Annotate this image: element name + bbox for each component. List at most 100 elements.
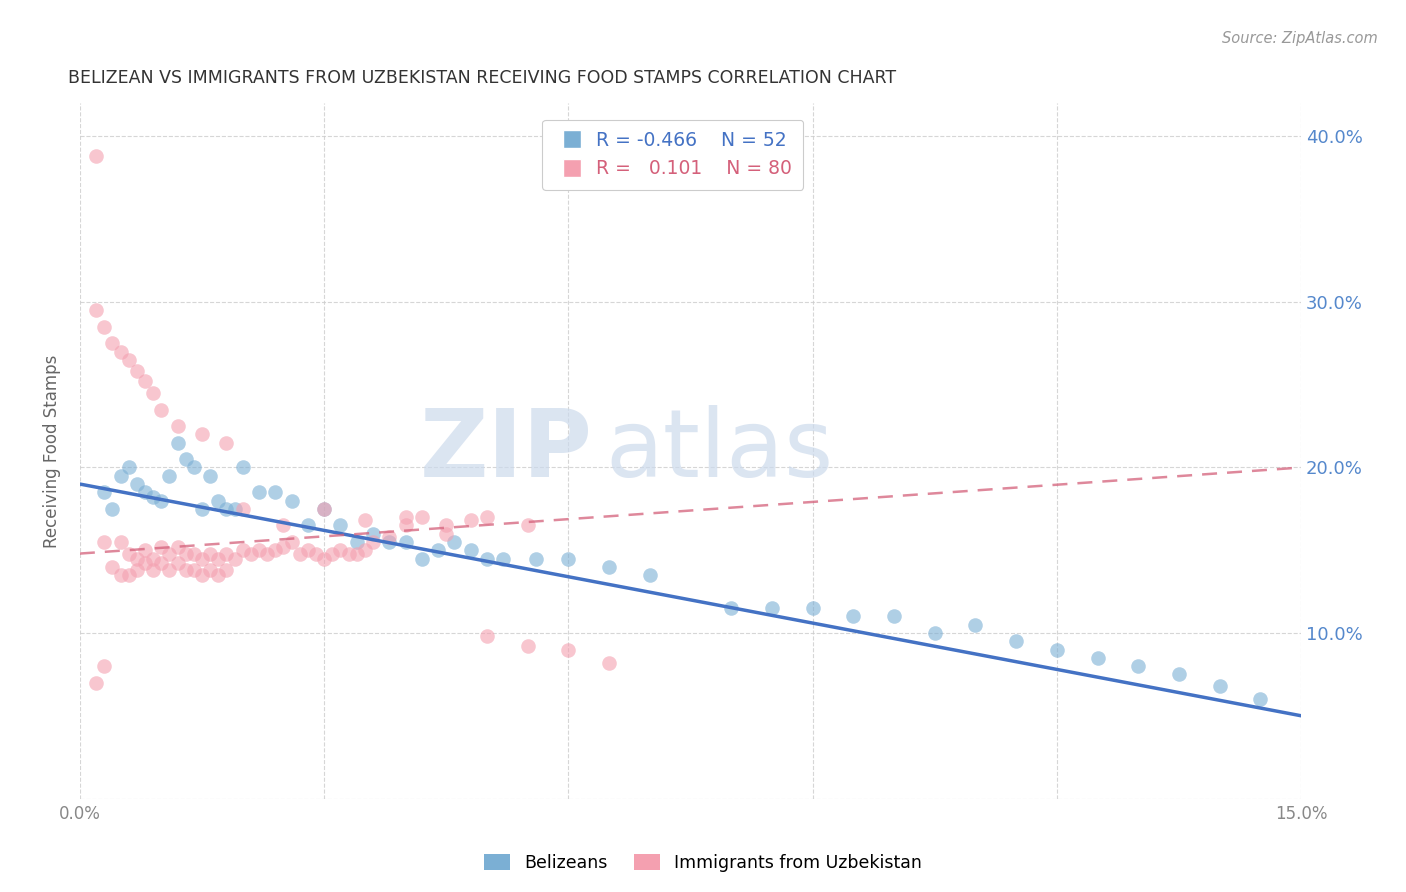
Point <box>159 468 181 483</box>
Point <box>150 557 173 571</box>
Point <box>198 563 221 577</box>
Point <box>101 336 124 351</box>
Point <box>247 485 270 500</box>
Point <box>159 547 181 561</box>
Point <box>174 547 197 561</box>
Point <box>142 386 165 401</box>
Point <box>475 629 498 643</box>
Point <box>159 563 181 577</box>
Text: Source: ZipAtlas.com: Source: ZipAtlas.com <box>1222 31 1378 46</box>
Legend: R = -0.466    N = 52, R =   0.101    N = 80: R = -0.466 N = 52, R = 0.101 N = 80 <box>541 120 803 190</box>
Point <box>346 547 368 561</box>
Point <box>215 501 238 516</box>
Point <box>516 518 538 533</box>
Point <box>394 510 416 524</box>
Point <box>394 518 416 533</box>
Point <box>883 609 905 624</box>
Point <box>150 493 173 508</box>
Point <box>110 535 132 549</box>
Point <box>125 364 148 378</box>
Point <box>337 547 360 561</box>
Point <box>84 303 107 318</box>
Point <box>150 402 173 417</box>
Point <box>191 551 214 566</box>
Point <box>198 468 221 483</box>
Point <box>93 485 115 500</box>
Point <box>1209 679 1232 693</box>
Point <box>280 493 302 508</box>
Point <box>256 547 278 561</box>
Point <box>314 501 336 516</box>
Point <box>232 501 254 516</box>
Point <box>166 557 188 571</box>
Point <box>280 535 302 549</box>
Text: ZIP: ZIP <box>420 405 593 497</box>
Point <box>598 656 620 670</box>
Point <box>842 609 865 624</box>
Point <box>84 675 107 690</box>
Point <box>378 535 401 549</box>
Point <box>346 535 368 549</box>
Point <box>118 547 141 561</box>
Point <box>314 551 336 566</box>
Point <box>215 547 238 561</box>
Point <box>1128 659 1150 673</box>
Point <box>378 530 401 544</box>
Point <box>125 563 148 577</box>
Point <box>134 557 156 571</box>
Point <box>638 568 661 582</box>
Point <box>264 485 287 500</box>
Point <box>1168 667 1191 681</box>
Point <box>314 501 336 516</box>
Point <box>142 563 165 577</box>
Point <box>125 551 148 566</box>
Point <box>460 513 482 527</box>
Point <box>232 460 254 475</box>
Point <box>297 543 319 558</box>
Point <box>174 452 197 467</box>
Point <box>110 468 132 483</box>
Y-axis label: Receiving Food Stamps: Receiving Food Stamps <box>44 354 60 548</box>
Point <box>125 477 148 491</box>
Point <box>1249 692 1271 706</box>
Point <box>183 547 205 561</box>
Point <box>557 551 579 566</box>
Point <box>321 547 343 561</box>
Point <box>207 551 229 566</box>
Point <box>207 493 229 508</box>
Text: BELIZEAN VS IMMIGRANTS FROM UZBEKISTAN RECEIVING FOOD STAMPS CORRELATION CHART: BELIZEAN VS IMMIGRANTS FROM UZBEKISTAN R… <box>67 69 896 87</box>
Point <box>1005 634 1028 648</box>
Point <box>101 501 124 516</box>
Text: atlas: atlas <box>605 405 834 497</box>
Point <box>443 535 465 549</box>
Point <box>475 551 498 566</box>
Point <box>965 617 987 632</box>
Point <box>183 460 205 475</box>
Point <box>207 568 229 582</box>
Point <box>215 563 238 577</box>
Point <box>224 501 246 516</box>
Point <box>288 547 311 561</box>
Point <box>150 540 173 554</box>
Point <box>1046 642 1069 657</box>
Point <box>118 460 141 475</box>
Legend: Belizeans, Immigrants from Uzbekistan: Belizeans, Immigrants from Uzbekistan <box>478 847 928 879</box>
Point <box>557 642 579 657</box>
Point <box>305 547 328 561</box>
Point <box>411 551 433 566</box>
Point <box>297 518 319 533</box>
Point <box>273 518 295 533</box>
Point <box>191 501 214 516</box>
Point <box>166 419 188 434</box>
Point <box>524 551 547 566</box>
Point <box>134 543 156 558</box>
Point <box>198 547 221 561</box>
Point <box>183 563 205 577</box>
Point <box>191 427 214 442</box>
Point <box>460 543 482 558</box>
Point <box>353 543 375 558</box>
Point <box>394 535 416 549</box>
Point <box>353 513 375 527</box>
Point <box>801 601 824 615</box>
Point <box>598 559 620 574</box>
